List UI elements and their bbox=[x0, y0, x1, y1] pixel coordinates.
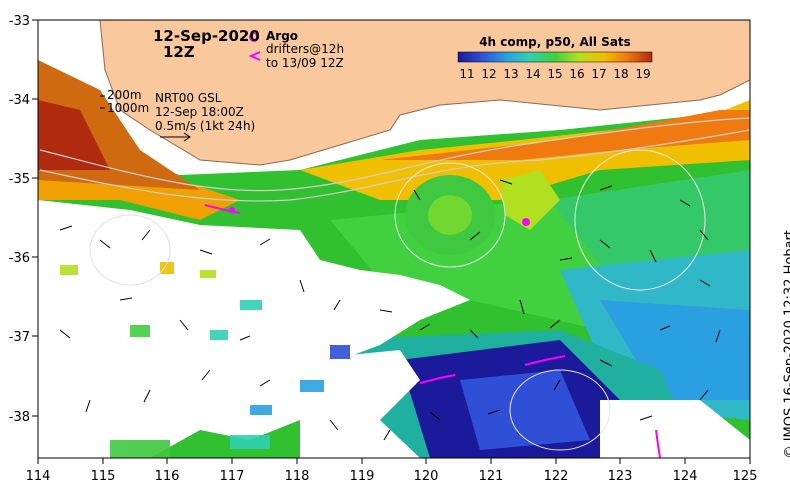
colorbar-title: 4h comp, p50, All Sats bbox=[479, 35, 631, 49]
y-tick-label: -35 bbox=[9, 172, 30, 187]
colorbar-tick: 11 bbox=[459, 67, 474, 81]
drifters-legend-label: drifters@12h bbox=[266, 42, 345, 56]
colorbar-tick: 12 bbox=[481, 67, 496, 81]
current-scale-arrow bbox=[160, 132, 191, 142]
colorbar-tick: 17 bbox=[591, 67, 606, 81]
argo-float-marker bbox=[229, 207, 235, 213]
current-vectors bbox=[59, 179, 721, 441]
x-tick-label: 115 bbox=[91, 469, 116, 484]
x-tick-label: 114 bbox=[26, 469, 51, 484]
x-tick-label: 123 bbox=[608, 469, 633, 484]
contour-label-1000m: 1000m bbox=[107, 101, 150, 115]
map-time: 12Z bbox=[163, 43, 195, 61]
drifters-legend-time: to 13/09 12Z bbox=[266, 56, 344, 70]
y-tick-label: -33 bbox=[9, 14, 30, 29]
axis-ticks bbox=[32, 19, 751, 464]
colorbar-tick: 13 bbox=[503, 67, 518, 81]
colorbar-tick: 19 bbox=[635, 67, 650, 81]
contour-200m bbox=[39, 117, 750, 192]
contour-1000m bbox=[39, 129, 750, 202]
current-time-label: 12-Sep 18:00Z bbox=[155, 105, 244, 119]
y-tick-label: -34 bbox=[9, 93, 30, 108]
x-tick-label: 120 bbox=[414, 469, 439, 484]
current-source-label: NRT00 GSL bbox=[155, 91, 222, 105]
x-tick-label: 125 bbox=[733, 469, 758, 484]
colorbar-tick: 16 bbox=[569, 67, 584, 81]
argo-legend-label: Argo bbox=[266, 29, 299, 43]
colorbar-tick: 14 bbox=[525, 67, 540, 81]
colorbar-tick: 15 bbox=[547, 67, 562, 81]
credit-text: © IMOS 16-Sep-2020 12:32 Hobart bbox=[782, 230, 790, 458]
x-tick-label: 116 bbox=[155, 469, 180, 484]
argo-legend-icon bbox=[249, 32, 259, 42]
drifter-legend-icon bbox=[248, 51, 261, 61]
argo-float-marker bbox=[522, 218, 530, 226]
y-tick-label: -37 bbox=[9, 330, 30, 345]
x-tick-label: 124 bbox=[673, 469, 698, 484]
contour-label-200m: 200m bbox=[107, 88, 142, 102]
colorbar bbox=[457, 51, 653, 63]
current-scale-label: 0.5m/s (1kt 24h) bbox=[155, 119, 256, 133]
drifter-tracks bbox=[204, 204, 661, 458]
colorbar-tick: 18 bbox=[613, 67, 628, 81]
x-tick-label: 118 bbox=[285, 469, 310, 484]
y-tick-label: -38 bbox=[9, 410, 30, 425]
map-date: 12-Sep-2020 bbox=[153, 27, 260, 45]
x-tick-label: 119 bbox=[350, 469, 375, 484]
x-tick-label: 122 bbox=[544, 469, 569, 484]
x-tick-label: 117 bbox=[220, 469, 245, 484]
plot-frame bbox=[37, 19, 751, 459]
y-tick-label: -36 bbox=[9, 251, 30, 266]
x-tick-label: 121 bbox=[479, 469, 504, 484]
